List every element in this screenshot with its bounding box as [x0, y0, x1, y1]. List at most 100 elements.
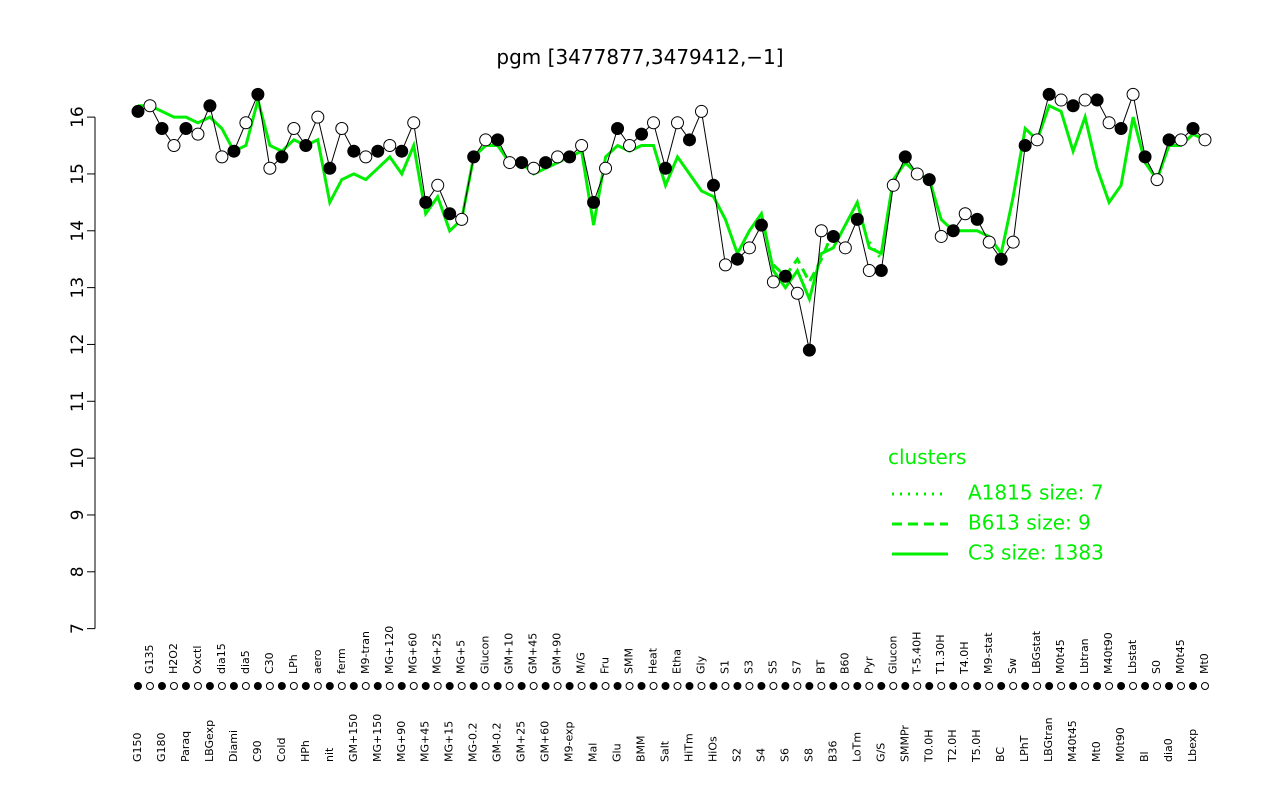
point [575, 139, 589, 153]
point [467, 150, 481, 164]
x-tick-label: HPh [299, 740, 312, 762]
point [1162, 133, 1176, 147]
x-tick-label: G/S [874, 743, 887, 762]
category-dot [481, 682, 490, 690]
category-dot [289, 682, 298, 690]
x-tick-label: Oxctl [191, 646, 204, 674]
category-dot [1129, 682, 1138, 690]
category-dot [613, 682, 622, 690]
point [958, 207, 972, 221]
point [167, 139, 181, 153]
category-dot [757, 682, 766, 690]
point [994, 252, 1008, 266]
category-dot [865, 682, 874, 690]
point [682, 133, 696, 147]
point [323, 161, 337, 175]
x-tick-label: GM+60 [539, 721, 552, 762]
point [1174, 133, 1188, 147]
category-dot [577, 682, 586, 690]
x-tick-label: S2 [730, 748, 743, 762]
category-dot [421, 682, 430, 690]
x-tick-label: Lbtran [1078, 638, 1091, 674]
category-dot [889, 682, 898, 690]
x-tick-label: MG+25 [431, 633, 444, 674]
point [1030, 133, 1044, 147]
category-dot [373, 682, 382, 690]
point [1150, 173, 1164, 187]
x-tick-label: M9-stat [982, 632, 995, 674]
x-tick-label: H2O2 [167, 643, 180, 674]
point [718, 258, 732, 272]
category-dot [349, 682, 358, 690]
category-dot [685, 682, 694, 690]
x-tick-label: M0t90 [1114, 727, 1127, 762]
category-dot [134, 682, 142, 690]
category-dot [397, 682, 406, 690]
category-dot [745, 682, 754, 690]
point [611, 121, 625, 135]
x-tick-label: LPh [287, 654, 300, 674]
x-tick-label: Diami [227, 730, 240, 762]
x-tick-label: S0 [1150, 660, 1163, 674]
x-tick-label: ferm [335, 648, 348, 674]
point [970, 212, 984, 226]
category-dot [1189, 682, 1198, 690]
category-dot [1069, 682, 1078, 690]
category-dot [769, 682, 778, 690]
category-dot [625, 682, 634, 690]
category-dot [337, 682, 346, 690]
point [1102, 116, 1116, 130]
category-dot [661, 682, 670, 690]
category-dot [1105, 682, 1114, 690]
x-tick-label: SMMPr [898, 725, 911, 762]
x-tick-label: S5 [766, 660, 779, 674]
category-dot [325, 682, 334, 690]
category-dot [217, 682, 226, 690]
point [886, 178, 900, 192]
point [946, 224, 960, 238]
point [802, 343, 816, 357]
x-tick-label: MG-0.2 [467, 723, 480, 762]
x-tick-label: M0t45 [1054, 639, 1067, 674]
x-tick-label: C30 [263, 652, 276, 674]
point [826, 229, 840, 243]
x-tick-label: S6 [778, 748, 791, 762]
x-tick-label: B60 [838, 652, 851, 674]
x-tick-label: aero [311, 649, 324, 674]
y-tick-label: 13 [68, 277, 88, 299]
series-line [138, 94, 1206, 304]
category-dot [493, 682, 502, 690]
category-dot [565, 682, 574, 690]
point [1186, 121, 1200, 135]
point [850, 212, 864, 226]
category-dot [805, 682, 814, 690]
legend-title: clusters [888, 445, 966, 469]
category-dot [181, 682, 190, 690]
x-tick-label: LBGstat [1030, 630, 1043, 674]
category-dot [913, 682, 922, 690]
point [694, 104, 708, 118]
point [215, 150, 229, 164]
category-dot [193, 682, 202, 690]
point [527, 161, 541, 175]
category-dot [445, 682, 454, 690]
x-tick-label: nit [323, 747, 336, 762]
point [491, 133, 505, 147]
category-dot [1201, 682, 1209, 690]
x-tick-label: Lbstat [1126, 639, 1139, 674]
x-tick-label: S3 [742, 660, 755, 674]
x-tick-label: Fru [599, 657, 612, 674]
x-tick-label: Glucon [479, 636, 492, 674]
x-tick-label: M9-exp [563, 721, 576, 762]
category-dot [697, 682, 706, 690]
y-tick-label: 7 [68, 623, 88, 634]
point [1018, 139, 1032, 153]
point [191, 127, 205, 141]
x-tick-label: Cold [275, 738, 288, 762]
x-tick-label: Mt0 [1090, 741, 1103, 762]
category-dot [1153, 682, 1162, 690]
category-dot [505, 682, 514, 690]
category-dot [241, 682, 250, 690]
point [635, 127, 649, 141]
x-tick-label: LoTm [850, 732, 863, 762]
